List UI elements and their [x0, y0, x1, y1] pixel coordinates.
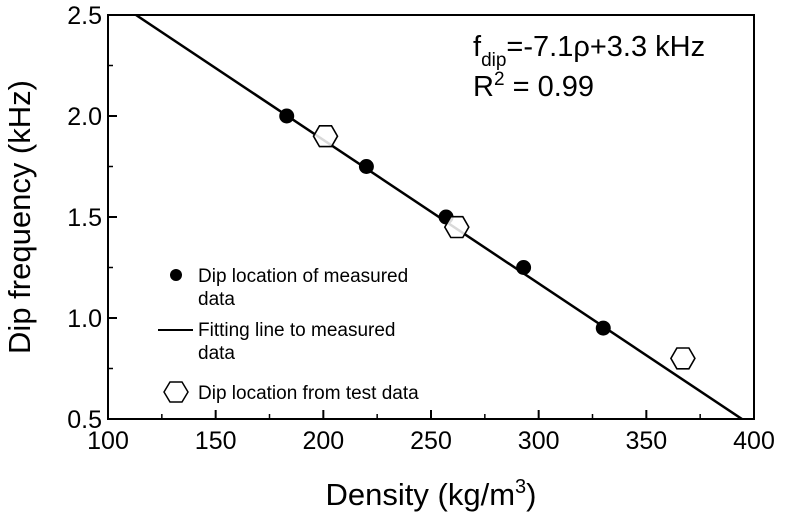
- measured-point: [516, 260, 532, 275]
- legend-label-test: Dip location from test data: [198, 383, 419, 404]
- legend-marker-filled-circle: [170, 269, 182, 281]
- measured-point: [358, 159, 374, 174]
- y-tick-label: 1.5: [67, 204, 102, 232]
- y-axis: 0.5 1.0 1.5 2.0 2.5: [67, 2, 117, 434]
- y-axis-title: Dip frequency (kHz): [2, 80, 37, 354]
- legend-label-fit-2: data: [198, 343, 235, 364]
- x-tick-label: 300: [518, 427, 560, 455]
- x-tick-label: 150: [195, 427, 237, 455]
- measured-point: [279, 108, 295, 124]
- x-tick-label: 400: [733, 427, 775, 455]
- y-tick-label: 2.0: [67, 103, 102, 131]
- test-series: [312, 125, 696, 370]
- y-tick-label: 1.0: [67, 305, 102, 333]
- x-tick-label: 250: [410, 427, 452, 455]
- y-tick-label: 2.5: [67, 2, 102, 30]
- x-axis: 100 150 200 250 300 350 400: [87, 410, 775, 455]
- legend-label-fit-1: Fitting line to measured: [198, 320, 396, 341]
- y-tick-label: 0.5: [67, 406, 102, 434]
- legend: Dip location of measured data Fitting li…: [158, 266, 419, 404]
- test-point: [312, 125, 339, 148]
- r-squared: R2 = 0.99: [473, 69, 594, 103]
- test-point: [669, 347, 696, 370]
- test-point: [443, 215, 470, 239]
- x-tick-label: 200: [302, 427, 344, 455]
- x-tick-label: 350: [625, 427, 667, 455]
- x-tick-label: 100: [87, 427, 129, 455]
- legend-label-measured-1: Dip location of measured: [198, 266, 408, 287]
- legend-marker-hexagon: [163, 381, 189, 403]
- measured-point: [595, 320, 611, 336]
- legend-label-measured-2: data: [198, 289, 235, 310]
- fit-equation: fdip=-7.1ρ+3.3 kHz: [473, 31, 705, 71]
- x-axis-title: Density (kg/m3): [326, 476, 537, 512]
